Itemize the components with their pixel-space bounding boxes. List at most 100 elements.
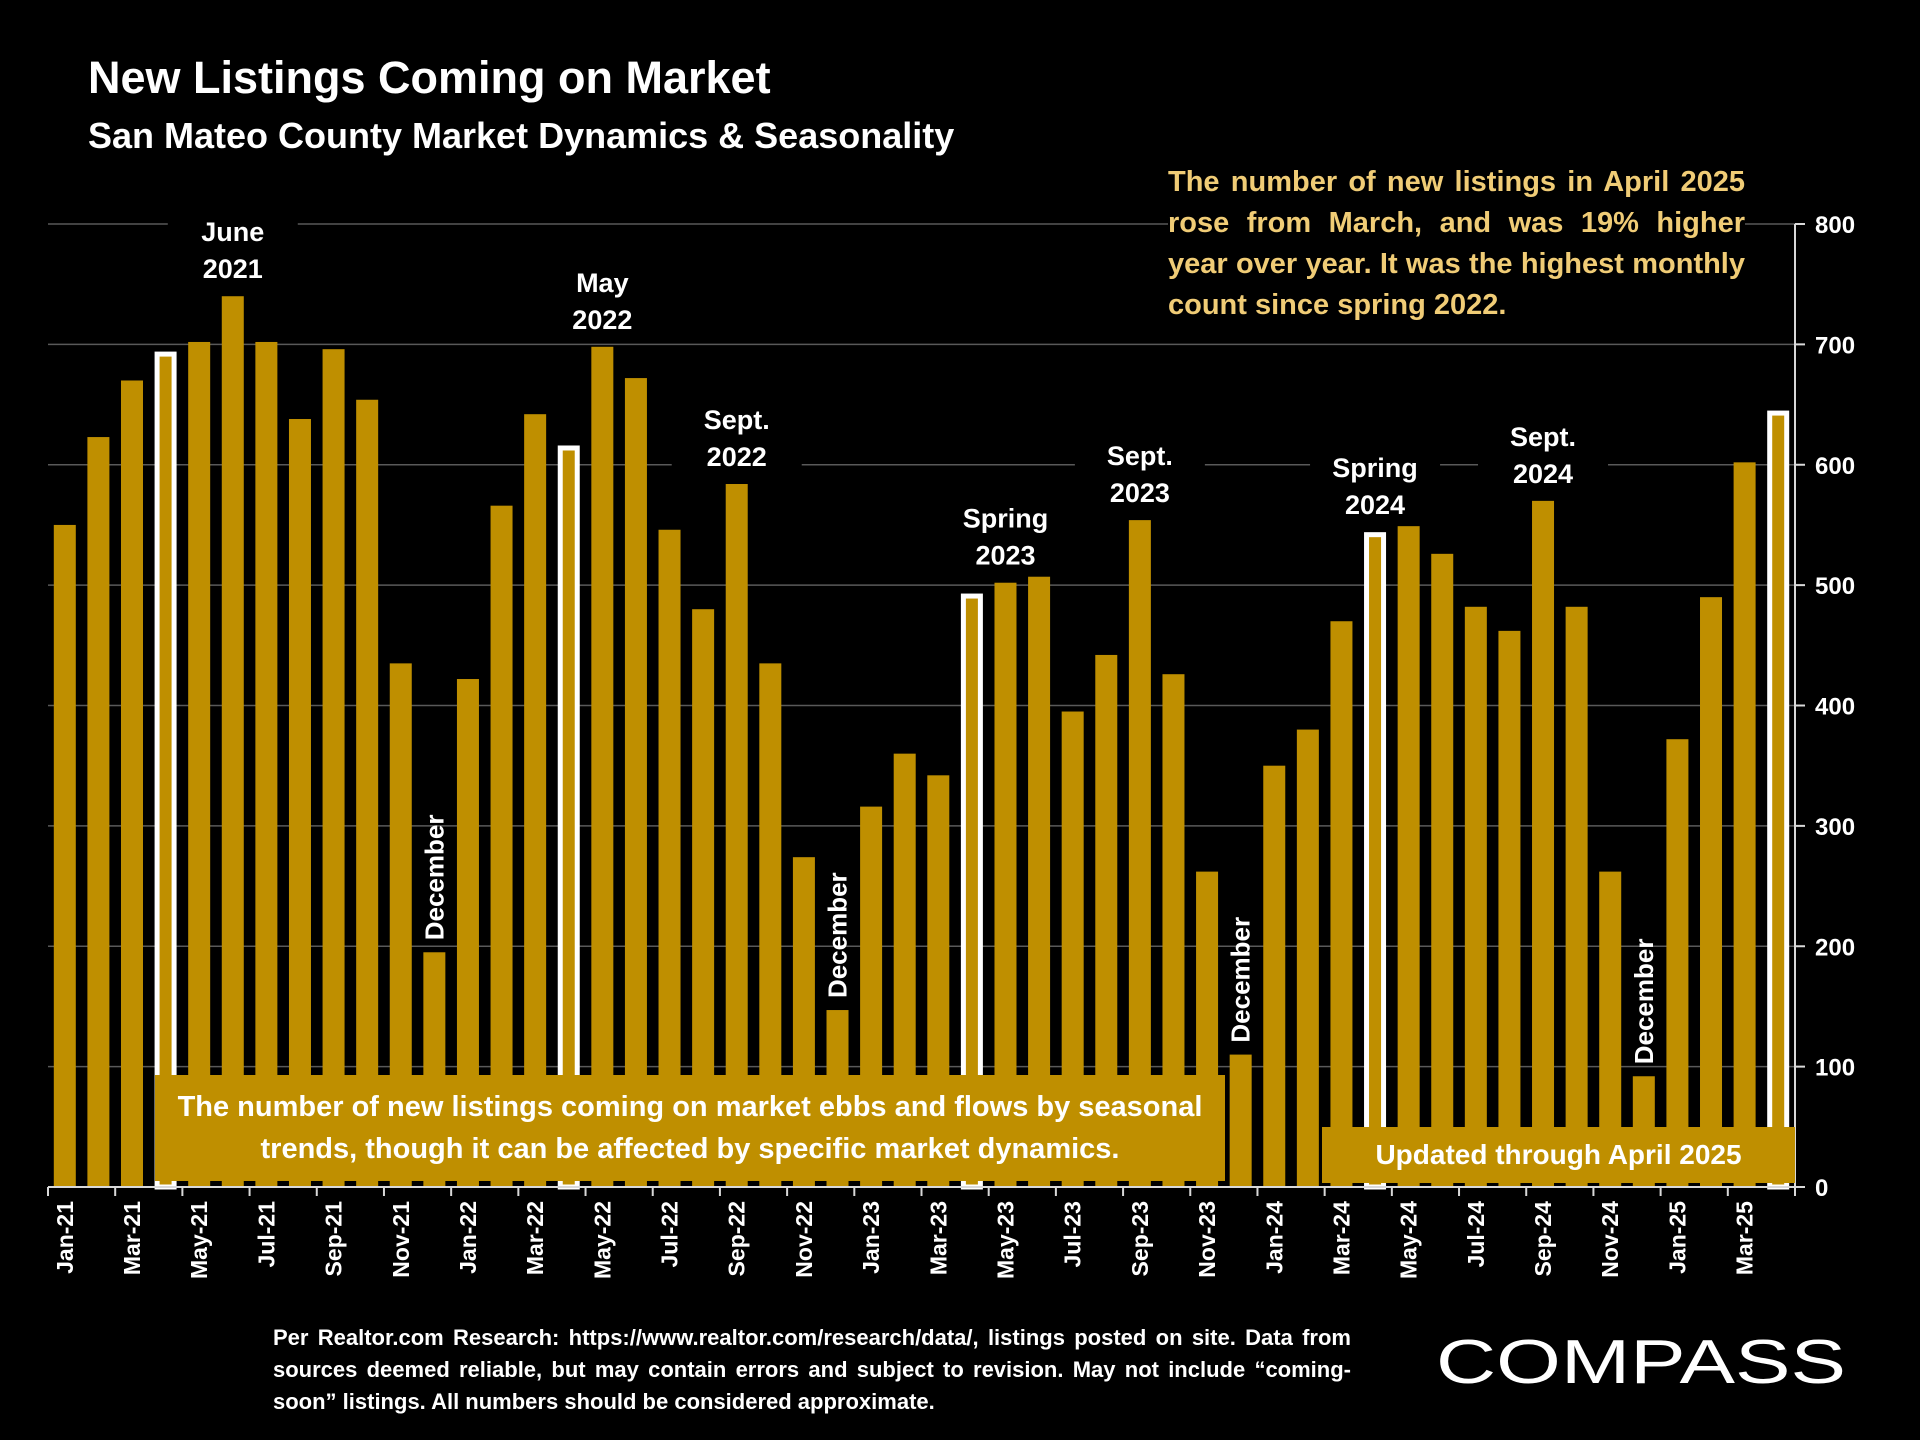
annotation-bg (537, 260, 668, 341)
annotation-bg (1310, 446, 1441, 527)
bar (725, 484, 748, 1187)
x-tick-label: Mar-25 (1732, 1201, 1758, 1275)
bar (1061, 711, 1084, 1187)
bar (1028, 570, 1051, 1187)
compass-logo: COMPASS (1436, 1328, 1846, 1394)
x-tick-label: Nov-21 (388, 1201, 414, 1278)
x-tick-label: Jan-24 (1261, 1201, 1287, 1274)
updated-badge: Updated through April 2025 (1322, 1127, 1795, 1183)
bar (524, 414, 547, 1187)
annotation-label: 2023 (1110, 478, 1170, 508)
y-tick-label: 200 (1815, 934, 1855, 961)
annotation-label: 2021 (203, 254, 263, 284)
x-tick-label: Sep-23 (1127, 1201, 1153, 1276)
bar (120, 380, 143, 1187)
bar (692, 609, 715, 1187)
note-box: The number of new listings coming on mar… (155, 1075, 1225, 1181)
bar (490, 505, 513, 1187)
annotation-label: December (823, 872, 853, 998)
bar (591, 346, 614, 1188)
bar (1263, 765, 1286, 1187)
bar (389, 663, 412, 1187)
annotation-label: May (576, 268, 629, 298)
bar-highlighted (154, 351, 177, 1190)
x-tick-label: Jul-23 (1060, 1201, 1086, 1267)
x-tick-label: Jul-21 (253, 1201, 279, 1268)
annotation-label: Sept. (1107, 441, 1173, 471)
annotation-label: Sept. (1510, 422, 1576, 452)
x-tick-label: Nov-22 (791, 1201, 817, 1278)
bar (53, 524, 76, 1187)
chart-title: New Listings Coming on Market (88, 52, 771, 103)
y-tick-label: 400 (1815, 694, 1855, 721)
annotation-label: 2022 (707, 442, 767, 472)
x-tick-label: Jul-22 (657, 1201, 683, 1267)
bar (87, 437, 110, 1188)
y-tick-label: 100 (1815, 1055, 1855, 1082)
bars (53, 296, 1790, 1190)
y-tick-label: 800 (1815, 212, 1855, 239)
x-tick-label: Mar-23 (925, 1201, 951, 1275)
bar-highlighted (1767, 410, 1790, 1190)
bar (322, 349, 345, 1187)
x-tick-label: May-22 (589, 1201, 615, 1279)
x-tick-label: Sep-21 (321, 1201, 347, 1277)
bar (1229, 1054, 1252, 1187)
bar (221, 296, 244, 1188)
annotation-label: December (1629, 939, 1659, 1065)
annotation-label: Spring (1332, 453, 1418, 483)
annotations: June 2021 May 2022 Sept. 2022 Spring 2023 Sept. 2… (167, 210, 1659, 1065)
annotation-bg (1074, 434, 1205, 515)
x-tick-label: May-24 (1396, 1201, 1422, 1279)
y-tick-label: 300 (1815, 814, 1855, 841)
x-tick-label: Nov-24 (1597, 1201, 1623, 1278)
bar (1565, 606, 1588, 1187)
bar (1599, 871, 1622, 1187)
x-tick-label: Jul-24 (1463, 1201, 1489, 1268)
chart-subtitle: San Mateo County Market Dynamics & Seaso… (88, 115, 955, 156)
annotation-label: Spring (963, 504, 1049, 534)
annotation-label: 2024 (1345, 490, 1405, 520)
bar (1330, 621, 1353, 1187)
y-tick-label: 0 (1815, 1175, 1828, 1202)
x-tick-label: May-21 (186, 1201, 212, 1279)
x-tick-label: Nov-23 (1194, 1201, 1220, 1278)
x-tick-label: Mar-21 (119, 1201, 145, 1275)
bar (994, 582, 1017, 1187)
bar (1296, 729, 1319, 1187)
bar (759, 663, 782, 1187)
annotation-label: Sept. (704, 405, 770, 435)
annotation-bg (1478, 414, 1609, 495)
annotation-bg (940, 496, 1071, 577)
x-tick-label: Mar-24 (1328, 1201, 1354, 1275)
axes: 0 100 200 300 400 500 600 700 800 Jan-21 Mar-21 May… (47, 212, 1855, 1279)
bar (1498, 630, 1521, 1187)
annotation-label: 2022 (572, 305, 632, 335)
x-tick-label: Sep-24 (1530, 1201, 1556, 1277)
bar (658, 529, 681, 1187)
bar (1700, 597, 1723, 1187)
bar (1666, 739, 1689, 1187)
x-tick-label: Jan-22 (455, 1201, 481, 1274)
annotation-label: December (1226, 917, 1256, 1043)
bar (1397, 512, 1420, 1187)
bar (288, 419, 311, 1187)
y-tick-label: 600 (1815, 453, 1855, 480)
bar (255, 341, 278, 1187)
x-tick-label: Sep-22 (724, 1201, 750, 1276)
source-note: Per Realtor.com Research: https://www.re… (273, 1325, 1351, 1414)
x-tick-label: May-23 (992, 1201, 1018, 1279)
bar (1464, 606, 1487, 1187)
annotation-bg (167, 210, 298, 291)
annotation-label: 2023 (975, 541, 1035, 571)
y-tick-label: 500 (1815, 573, 1855, 600)
annotation-label: 2024 (1513, 459, 1573, 489)
compass-logo-text: COMPASS (1436, 1328, 1846, 1394)
annotation-bg (671, 398, 802, 479)
bar (356, 399, 379, 1187)
bar (1431, 553, 1454, 1187)
annotation-label: June (201, 217, 264, 247)
x-tick-label: Jan-25 (1664, 1201, 1690, 1274)
x-tick-label: Jan-23 (858, 1201, 884, 1274)
